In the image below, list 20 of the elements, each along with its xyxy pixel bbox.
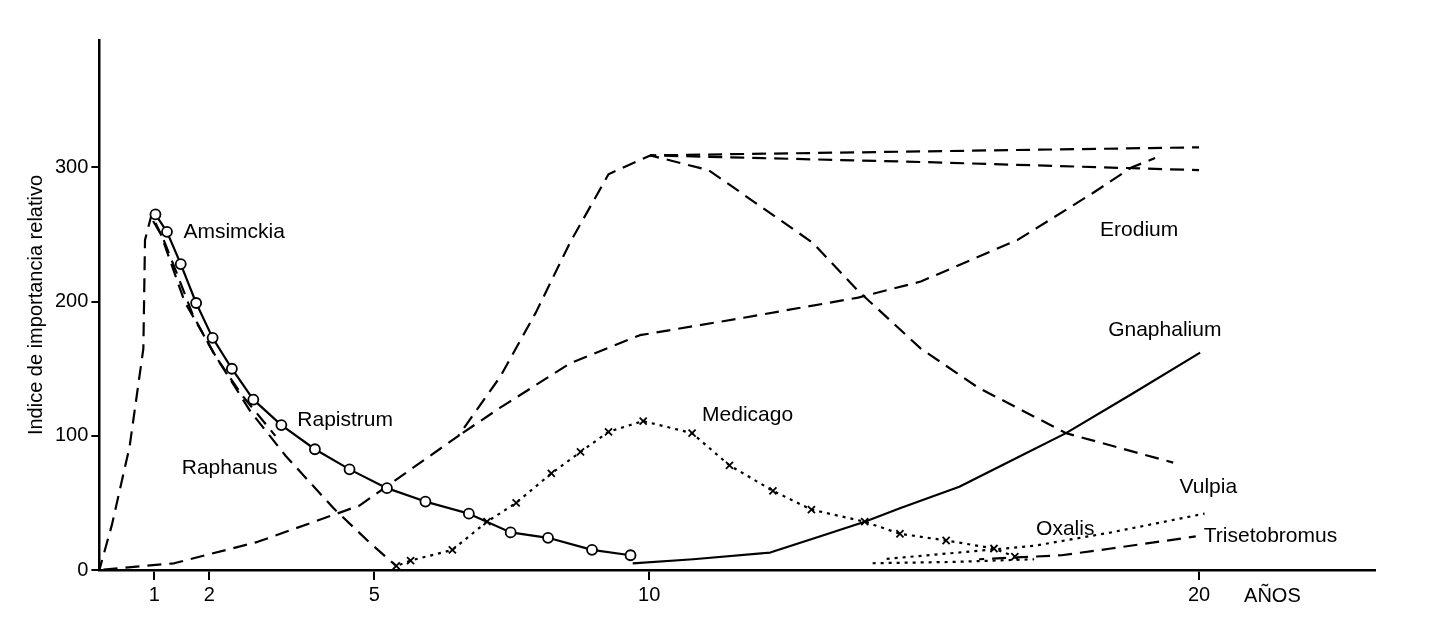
series-label: Vulpia <box>1179 474 1238 498</box>
series-label: Trisetobromus <box>1203 523 1338 547</box>
x-tick-label: 5 <box>368 582 380 605</box>
x-tick-label: 2 <box>203 582 215 605</box>
x-tick-label: 1 <box>148 582 160 605</box>
y-tick-label: 200 <box>54 289 89 312</box>
x-tick-label: 20 <box>1187 582 1211 605</box>
series-label: Erodium <box>1100 216 1179 240</box>
y-axis-title: Indice de importancia relativo <box>23 174 46 436</box>
series-label: Raphanus <box>181 454 278 478</box>
series-label: Rapistrum <box>297 406 394 430</box>
series-label: Amsimckia <box>183 219 286 243</box>
series-label: Gnaphalium <box>1108 317 1222 341</box>
y-tick-label: 300 <box>54 154 89 177</box>
series-label: Medicago <box>702 401 794 425</box>
y-tick-label: 0 <box>77 557 89 580</box>
x-axis-title: AÑOS <box>1244 582 1301 606</box>
y-tick-label: 100 <box>54 423 89 446</box>
series-label: Oxalis <box>1036 516 1095 540</box>
x-tick-label: 10 <box>638 582 661 605</box>
